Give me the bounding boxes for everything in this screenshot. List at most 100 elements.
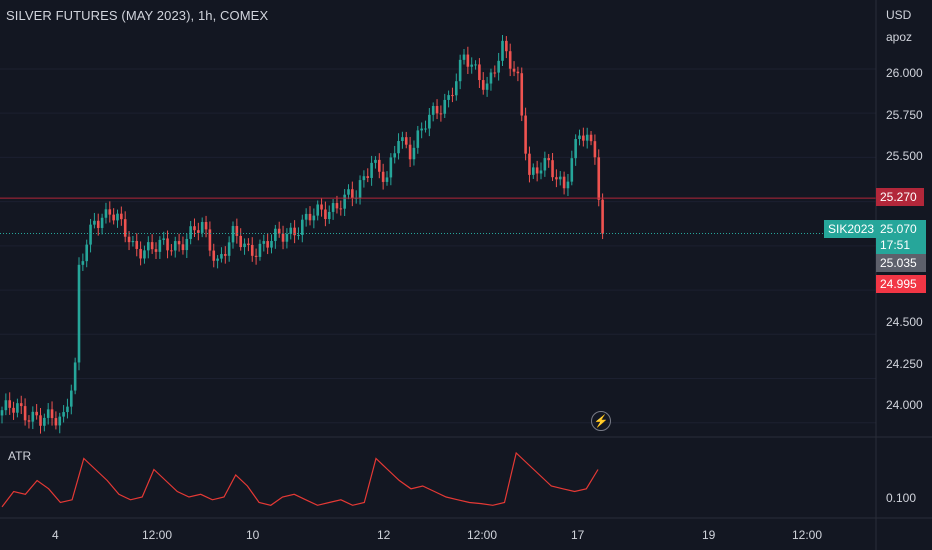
candle-up	[316, 204, 319, 216]
candle-down	[266, 241, 269, 248]
level-line-price-tag[interactable]: 25.270	[876, 188, 924, 206]
candle-down	[250, 244, 254, 256]
candle-up	[312, 215, 316, 221]
candle-down	[589, 134, 593, 142]
candle-down	[39, 415, 42, 426]
candle-up	[539, 170, 543, 174]
candle-up	[497, 60, 500, 73]
candle-up	[455, 81, 458, 96]
candle-down	[597, 157, 601, 200]
candle-down	[277, 228, 281, 234]
candle-down	[478, 64, 481, 81]
candle-up	[397, 141, 400, 154]
candle-up	[231, 226, 235, 243]
candle-up	[462, 54, 466, 60]
candle-up	[220, 254, 223, 259]
candle-down	[366, 176, 370, 178]
candle-up	[485, 83, 489, 90]
candle-up	[216, 258, 219, 261]
candle-up	[116, 213, 119, 221]
atr-indicator-label[interactable]: ATR	[8, 449, 32, 463]
candle-up	[566, 181, 570, 189]
candle-down	[23, 406, 27, 421]
candle-down	[239, 235, 242, 248]
candle-down	[150, 242, 154, 250]
candle-up	[362, 176, 366, 181]
price-axis-scale-mode[interactable]: apoz	[886, 30, 913, 44]
candle-down	[408, 144, 412, 160]
y-axis-tick: 24.500	[886, 315, 923, 329]
candle-down	[12, 407, 15, 413]
candle-up	[385, 177, 389, 182]
candle-down	[378, 159, 381, 172]
price-candles	[0, 35, 604, 434]
candle-up	[227, 242, 231, 256]
candle-up	[428, 114, 431, 129]
candle-up	[374, 159, 377, 163]
candle-down	[335, 203, 339, 209]
candle-down	[108, 209, 112, 215]
candle-up	[347, 189, 350, 195]
candle-up	[304, 213, 308, 220]
candle-up	[301, 219, 304, 235]
candle-up	[289, 227, 293, 235]
x-axis-tick: 10	[246, 528, 260, 542]
candle-up	[489, 72, 493, 84]
candle-up	[89, 224, 92, 245]
chart-title[interactable]: SILVER FUTURES (MAY 2023), 1h, COMEX	[6, 8, 269, 23]
candle-up	[431, 106, 435, 115]
candle-down	[435, 106, 439, 114]
candle-up	[458, 59, 462, 82]
bar-countdown-tag: 17:51	[876, 236, 926, 254]
candle-down	[381, 171, 385, 182]
candle-up	[46, 409, 50, 418]
candle-down	[551, 160, 554, 178]
candle-up	[143, 250, 146, 259]
candle-down	[593, 141, 597, 158]
candle-up	[185, 238, 189, 251]
candle-down	[582, 135, 585, 141]
candle-down	[324, 209, 327, 220]
price-axis-currency[interactable]: USD	[886, 8, 912, 22]
candle-up	[158, 239, 162, 252]
candle-up	[270, 240, 273, 248]
candle-down	[19, 403, 23, 407]
candle-up	[585, 134, 589, 141]
candle-down	[112, 214, 115, 221]
candle-up	[100, 217, 104, 228]
candle-up	[574, 139, 577, 159]
candle-up	[173, 241, 177, 251]
candle-up	[147, 242, 150, 251]
candle-down	[50, 409, 54, 419]
candle-up	[77, 264, 81, 363]
candle-down	[135, 240, 139, 249]
candle-up	[358, 180, 362, 198]
candle-down	[139, 248, 142, 259]
candle-down	[404, 137, 408, 145]
candle-down	[154, 249, 158, 252]
candle-up	[31, 411, 35, 422]
candle-down	[516, 71, 520, 74]
x-axis-tick: 12:00	[467, 528, 498, 542]
candle-down	[520, 73, 524, 116]
candle-up	[93, 220, 96, 225]
candle-down	[27, 420, 31, 422]
x-axis-tick: 4	[52, 528, 59, 542]
symbol-tag[interactable]: SIK2023	[824, 220, 879, 238]
candle-down	[535, 167, 539, 174]
candle-down	[308, 213, 312, 221]
candle-down	[281, 233, 285, 242]
candle-up	[43, 417, 46, 426]
candle-down	[524, 115, 527, 154]
candle-down	[555, 177, 558, 180]
red-price-tag: 24.995	[876, 275, 926, 293]
candle-up	[258, 243, 262, 257]
candle-up	[16, 403, 19, 413]
candle-up	[85, 244, 88, 262]
lightning-bolt-icon[interactable]: ⚡	[591, 411, 611, 431]
candle-down	[166, 238, 169, 251]
y-axis-tick: 25.750	[886, 108, 923, 122]
candle-down	[601, 199, 604, 234]
y-axis-tick: 26.000	[886, 66, 923, 80]
